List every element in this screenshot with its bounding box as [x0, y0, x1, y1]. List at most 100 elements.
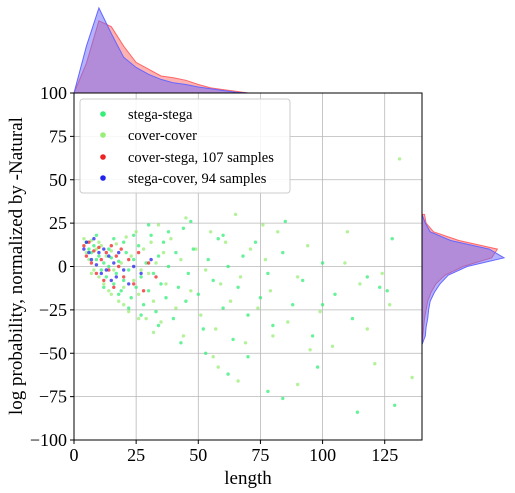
x-marginal-density [73, 6, 249, 94]
data-point [159, 282, 163, 286]
legend-label-cover-stega: cover-stega, 107 samples [128, 150, 274, 166]
legend-box [79, 98, 291, 194]
data-point [333, 292, 337, 296]
data-point [174, 250, 178, 255]
data-point [97, 240, 101, 244]
data-point [256, 306, 260, 310]
data-point [109, 249, 114, 253]
data-point [151, 330, 156, 335]
data-point [114, 254, 119, 258]
data-point [268, 289, 273, 293]
data-point [119, 289, 123, 293]
data-point [124, 250, 128, 255]
data-point [139, 271, 143, 276]
data-point [109, 292, 114, 296]
data-point [119, 247, 123, 251]
data-point [283, 219, 287, 224]
data-point [144, 316, 148, 321]
data-point [146, 271, 151, 276]
x-tick-label: 75 [251, 445, 269, 465]
data-point [104, 254, 109, 258]
data-point [124, 235, 128, 239]
data-point [154, 275, 158, 279]
data-point [117, 250, 121, 255]
data-point [84, 254, 89, 258]
data-point [238, 275, 243, 279]
data-point [231, 337, 235, 342]
data-point [139, 268, 143, 272]
data-point [107, 264, 111, 269]
data-point [149, 233, 153, 237]
scatter-points [82, 157, 414, 414]
x-density-blue [73, 6, 249, 94]
data-point [330, 344, 335, 348]
data-point [320, 261, 325, 265]
data-point [179, 341, 183, 345]
data-point [146, 289, 151, 293]
data-point [166, 264, 171, 269]
data-point [112, 268, 116, 272]
data-point [146, 223, 151, 227]
data-point [84, 250, 89, 255]
data-point [94, 247, 99, 251]
data-point [89, 257, 94, 262]
legend-label-stega-cover: stega-cover, 94 samples [128, 171, 267, 187]
data-point [191, 247, 195, 251]
data-point [107, 254, 111, 258]
data-point [214, 327, 218, 331]
data-point [164, 282, 168, 286]
data-point [388, 303, 392, 307]
data-point [221, 233, 225, 237]
data-point [92, 249, 96, 253]
y-tick-label: 100 [40, 83, 67, 103]
data-point [102, 247, 106, 251]
data-point [156, 254, 161, 258]
data-point [236, 285, 240, 289]
data-point [271, 323, 275, 328]
data-point [166, 230, 171, 234]
data-point [216, 365, 220, 369]
data-point [139, 275, 143, 279]
data-point [99, 268, 104, 272]
data-point [127, 306, 131, 310]
data-point [378, 285, 382, 289]
y-tick-label: 50 [49, 170, 67, 190]
data-point [132, 233, 136, 237]
data-point [94, 271, 99, 276]
legend-marker-cover-cover [100, 132, 106, 138]
data-point [97, 250, 101, 255]
data-point [201, 327, 205, 331]
y-tick-label: −100 [30, 430, 67, 450]
data-point [209, 230, 213, 234]
legend-label-stega-stega: stega-stega [128, 107, 193, 123]
data-point [410, 375, 414, 380]
data-point [122, 303, 126, 307]
data-point [199, 313, 203, 317]
data-point [204, 268, 208, 272]
data-point [276, 230, 280, 234]
data-point [109, 256, 114, 260]
data-point [144, 261, 148, 265]
data-point [226, 372, 230, 376]
x-tick-label: 100 [309, 445, 336, 465]
data-point [139, 313, 143, 317]
data-point [99, 244, 104, 248]
data-point [112, 261, 116, 265]
data-point [132, 257, 136, 262]
data-point [189, 219, 193, 224]
data-point [127, 309, 131, 314]
data-point [184, 216, 188, 220]
data-point [132, 264, 136, 269]
data-point [248, 247, 253, 251]
data-point [184, 299, 188, 303]
data-point [122, 240, 126, 244]
data-point [107, 268, 111, 272]
data-point [186, 271, 190, 276]
data-point [141, 303, 146, 307]
data-point [308, 348, 312, 352]
data-point [204, 351, 208, 355]
data-point [87, 250, 91, 255]
data-point [122, 268, 126, 272]
y-tick-label: 0 [58, 257, 67, 277]
